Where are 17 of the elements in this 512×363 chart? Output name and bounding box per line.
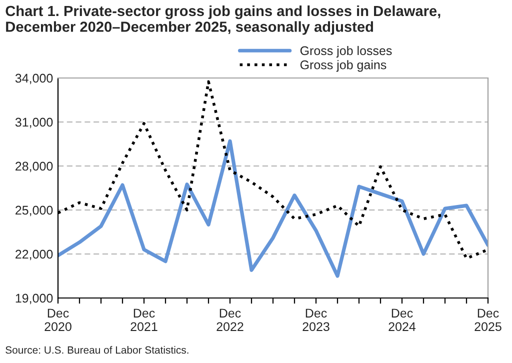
y-tick-label: 28,000: [16, 162, 53, 172]
x-tick-label: Dec 2023: [302, 308, 330, 332]
y-tick-label: 19,000: [16, 294, 53, 304]
chart-title: Chart 1. Private-sector gross job gains and losses in Delaware, December 2020–December 2025, seasonally adjusted: [6, 5, 440, 35]
y-tick-label: 22,000: [16, 250, 53, 260]
x-tick-label: Dec 2025: [474, 308, 502, 332]
x-tick-label: Dec 2022: [216, 308, 244, 332]
y-tick-label: 34,000: [15, 74, 53, 84]
line-series: [58, 139, 488, 278]
source-note: Source: U.S. Bureau of Labor Statistics.: [6, 346, 188, 354]
x-tick-label: Dec 2020: [44, 308, 72, 332]
y-tick-label: 31,000: [15, 118, 53, 128]
x-tick-label: Dec 2021: [130, 308, 158, 332]
y-tick-label: 25,000: [16, 206, 53, 216]
x-tick-label: Dec 2024: [388, 308, 416, 332]
legend-label: Gross job gains: [300, 60, 386, 72]
legend-label: Gross job losses: [300, 46, 392, 58]
